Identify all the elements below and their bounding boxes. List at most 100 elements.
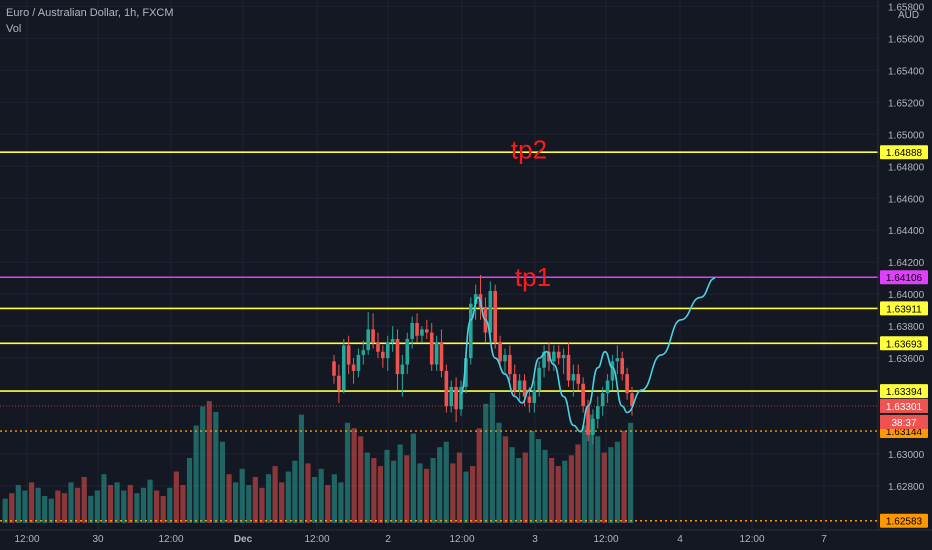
volume-bar bbox=[2, 498, 8, 523]
volume-bar bbox=[371, 458, 377, 523]
volume-bar bbox=[213, 411, 219, 523]
time-tick-label: 4 bbox=[677, 534, 683, 545]
current-price-tag bbox=[880, 398, 928, 413]
candle-body bbox=[395, 338, 400, 375]
volume-bar bbox=[127, 485, 133, 523]
candle-body bbox=[596, 406, 600, 419]
volume-bar bbox=[397, 444, 403, 523]
candle-body bbox=[571, 374, 576, 381]
volume-bar bbox=[312, 476, 318, 523]
volume-bar bbox=[575, 444, 581, 523]
level-price-label: 1.62583 bbox=[886, 517, 923, 528]
level-price-tag bbox=[880, 270, 928, 285]
volume-bar bbox=[404, 455, 410, 523]
level-price-label: 1.63394 bbox=[886, 387, 923, 398]
volume-bar bbox=[588, 414, 594, 523]
volume-bar bbox=[167, 487, 173, 523]
volume-bar bbox=[391, 460, 397, 523]
candle-body bbox=[390, 338, 395, 343]
volume-bar bbox=[154, 490, 160, 523]
volume-bar bbox=[259, 487, 265, 523]
volume-bar bbox=[621, 430, 627, 523]
price-axis[interactable]: 1.65800 1.65600 1.65400 1.65200 1.65000 1.648… bbox=[877, 0, 932, 550]
volume-bar bbox=[68, 482, 74, 523]
time-tick-label: 12:00 bbox=[304, 534, 329, 545]
annotations: tp2 tp1 bbox=[511, 134, 551, 292]
candle-body bbox=[600, 393, 605, 407]
volume-bar bbox=[233, 482, 239, 523]
volume-bar bbox=[279, 482, 285, 523]
price-tick-label: 1.63600 bbox=[888, 354, 925, 365]
candle-body bbox=[415, 322, 419, 336]
volume-bar bbox=[516, 458, 522, 523]
volume-bar bbox=[55, 490, 61, 523]
symbol-title[interactable]: Euro / Australian Dollar, 1h, FXCM bbox=[6, 7, 174, 19]
candle-body bbox=[400, 364, 405, 375]
level-price-tag bbox=[880, 336, 928, 351]
volume-bar bbox=[239, 468, 245, 523]
volume-bar bbox=[186, 458, 193, 523]
candle-body bbox=[429, 332, 434, 365]
volume-bar bbox=[463, 471, 469, 523]
candle-body bbox=[591, 418, 595, 435]
volume-indicator-label[interactable]: Vol bbox=[6, 23, 22, 35]
volume-bar bbox=[200, 406, 206, 523]
volume-bar bbox=[496, 422, 502, 523]
candle-body bbox=[385, 342, 390, 359]
volume-bar bbox=[88, 495, 94, 523]
candle-body bbox=[410, 322, 414, 339]
volume-bar bbox=[535, 439, 542, 523]
price-tick-label: 1.64600 bbox=[888, 194, 925, 205]
countdown-label: 38:37 bbox=[891, 418, 916, 429]
level-price-label: 1.63693 bbox=[886, 339, 923, 350]
currency-label: AUD bbox=[898, 10, 920, 21]
volume-bar bbox=[384, 449, 390, 523]
projection-curve bbox=[460, 277, 716, 433]
volume-bar bbox=[568, 455, 574, 523]
volume-bar bbox=[35, 487, 41, 523]
volume-bar bbox=[107, 485, 114, 523]
candles bbox=[332, 275, 634, 445]
volume-bar bbox=[121, 490, 127, 523]
candle-body bbox=[473, 294, 478, 304]
volume-bar bbox=[147, 479, 153, 523]
volume-bar bbox=[28, 482, 35, 523]
candle-body bbox=[581, 383, 585, 407]
volume-bar bbox=[529, 430, 535, 523]
candle-body bbox=[366, 329, 370, 351]
time-tick-label: 12:00 bbox=[14, 534, 39, 545]
time-tick-label: 12:00 bbox=[593, 534, 618, 545]
price-tick-label: 1.62800 bbox=[888, 482, 925, 493]
volume-bar bbox=[351, 428, 357, 523]
candle-body bbox=[512, 374, 517, 391]
volume-bar bbox=[252, 476, 258, 523]
volume-bar bbox=[292, 460, 298, 523]
volume-bar bbox=[470, 466, 476, 523]
volume-bar bbox=[193, 425, 199, 523]
volume-bar bbox=[9, 493, 15, 523]
time-axis-background bbox=[0, 530, 932, 550]
volume-bar bbox=[265, 474, 272, 523]
volume-bar bbox=[483, 403, 489, 523]
price-tick-label: 1.64000 bbox=[888, 290, 925, 301]
volume-bar bbox=[298, 414, 305, 523]
volume-bar bbox=[318, 468, 324, 523]
time-tick-label: Dec bbox=[234, 534, 253, 545]
volume-bar bbox=[608, 447, 614, 523]
volume-bar bbox=[542, 449, 548, 523]
candle-body bbox=[332, 361, 336, 376]
candle-body bbox=[449, 386, 454, 407]
time-axis[interactable]: 12:00 30 12:00 Dec 12:00 2 12:00 3 12:00 4 12:00 7 bbox=[0, 529, 932, 550]
volume-bar bbox=[285, 471, 291, 523]
candle-body bbox=[576, 374, 581, 384]
candle-body bbox=[620, 358, 625, 375]
countdown-tag bbox=[880, 414, 928, 429]
level-price-tag bbox=[880, 513, 928, 528]
volume-bar bbox=[140, 487, 147, 523]
candle-body bbox=[586, 406, 590, 435]
candle-body bbox=[615, 358, 620, 362]
candle-body bbox=[464, 358, 468, 387]
level-price-label: 1.64888 bbox=[886, 148, 923, 159]
time-tick-label: 12:00 bbox=[739, 534, 764, 545]
